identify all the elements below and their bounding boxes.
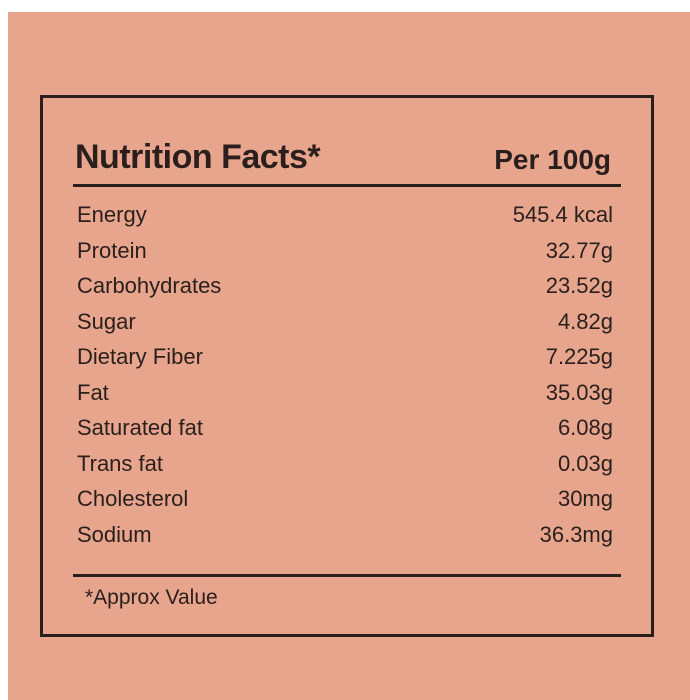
nutrient-name: Sodium [77,521,152,547]
nutrient-value: 6.08g [557,415,613,440]
nutrient-row: Sodium 36.3mg [77,522,613,558]
nutrient-value: 32.77g [545,237,613,263]
nutrient-value: 545.4 kcal [512,202,613,227]
header-rule [73,184,621,187]
nutrient-row: Trans fat 0.03g [77,451,613,487]
nutrient-value: 30mg [557,486,613,511]
nutrient-row: Carbohydrates 23.52g [77,273,613,309]
nutrient-name: Trans fat [77,450,163,476]
nutrient-value: 0.03g [557,450,613,476]
nutrient-row: Protein 32.77g [77,238,613,274]
nutrient-value: 35.03g [545,379,613,405]
nutrient-name: Protein [77,237,147,263]
nutrient-value: 4.82g [557,308,613,334]
nutrition-label: Nutrition Facts* Per 100g Energy 545.4 kc… [40,95,654,637]
label-basis: Per 100g [494,144,611,175]
footer-rule [73,574,621,577]
package-background: Nutrition Facts* Per 100g Energy 545.4 kc… [8,12,690,700]
nutrient-table: Energy 545.4 kcal Protein 32.77g Carbohydrat… [77,202,613,557]
nutrient-row: Dietary Fiber 7.225g [77,344,613,380]
nutrient-name: Cholesterol [77,486,189,511]
footnote: *Approx Value [85,586,218,609]
nutrient-name: Saturated fat [77,415,203,440]
label-title: Nutrition Facts* [75,138,321,176]
nutrient-name: Fat [77,379,109,405]
nutrient-value: 7.225g [545,344,613,369]
nutrient-row: Sugar 4.82g [77,309,613,345]
nutrient-name: Sugar [77,308,136,334]
nutrient-row: Energy 545.4 kcal [77,202,613,238]
nutrient-name: Carbohydrates [77,273,222,298]
nutrient-value: 23.52g [545,273,613,298]
nutrient-row: Cholesterol 30mg [77,486,613,522]
nutrient-row: Saturated fat 6.08g [77,415,613,451]
nutrient-row: Fat 35.03g [77,380,613,416]
nutrient-name: Energy [77,202,147,227]
nutrient-value: 36.3mg [539,521,613,547]
nutrient-name: Dietary Fiber [77,344,203,369]
